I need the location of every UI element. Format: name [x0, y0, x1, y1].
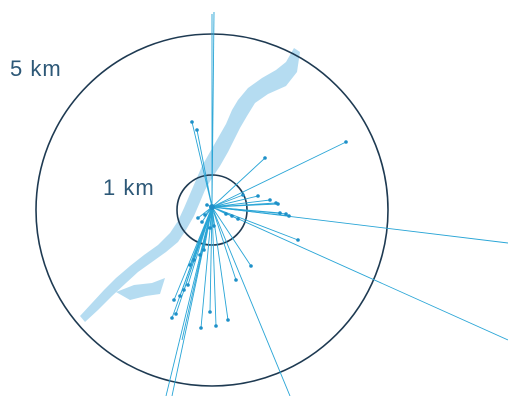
destination-point: [192, 258, 196, 262]
destination-point: [284, 212, 288, 216]
connection-ray: [191, 121, 213, 208]
destination-point: [172, 298, 176, 302]
destination-point: [203, 213, 207, 217]
connection-ray: [211, 206, 291, 396]
destination-point: [200, 220, 204, 224]
connection-ray: [211, 203, 279, 208]
destination-point: [214, 324, 218, 328]
destination-point: [224, 212, 228, 216]
destination-point: [226, 318, 230, 322]
destination-point: [268, 198, 272, 202]
connection-ray: [209, 206, 213, 229]
destination-point: [296, 238, 300, 242]
destination-point: [249, 264, 253, 268]
connection-ray: [165, 206, 213, 396]
destination-point: [190, 120, 194, 124]
connection-ray: [211, 194, 244, 208]
destination-point: [212, 224, 216, 228]
connection-ray: [193, 206, 213, 261]
destination-point: [276, 202, 280, 206]
destination-point: [199, 326, 203, 330]
destination-point: [241, 193, 245, 197]
river-branch: [116, 278, 165, 300]
hub-point: [209, 204, 215, 210]
connection-ray: [211, 141, 347, 208]
connection-ray: [171, 206, 213, 396]
destination-point: [178, 294, 182, 298]
connection-ray: [211, 206, 508, 244]
outer-ring-label: 5 km: [10, 56, 62, 81]
river: [80, 48, 300, 322]
destination-point: [198, 253, 202, 257]
connection-ray: [211, 195, 259, 208]
destination-point: [195, 128, 199, 132]
destination-point: [186, 283, 190, 287]
connection-rays: [165, 11, 508, 396]
connection-ray: [196, 129, 213, 208]
destination-point: [263, 156, 267, 160]
connection-ray: [201, 206, 213, 223]
destination-point: [205, 203, 209, 207]
connection-ray: [211, 157, 266, 208]
connection-ray: [211, 206, 229, 321]
destination-point: [234, 278, 238, 282]
destination-points: [170, 120, 348, 330]
connection-ray: [209, 206, 213, 313]
destination-point: [188, 263, 192, 267]
destination-point: [287, 214, 291, 218]
connection-ray: [211, 206, 237, 281]
destination-point: [208, 310, 212, 314]
connection-ray: [211, 206, 508, 341]
destination-point: [230, 214, 234, 218]
destination-point: [182, 288, 186, 292]
connection-ray: [211, 199, 271, 208]
connection-ray: [211, 206, 215, 227]
destination-point: [170, 316, 174, 320]
destination-point: [208, 226, 212, 230]
inner-ring-label: 1 km: [103, 175, 155, 200]
destination-point: [174, 312, 178, 316]
destination-point: [202, 248, 206, 252]
connection-ray: [211, 206, 252, 267]
destination-point: [236, 217, 240, 221]
destination-point: [278, 211, 282, 215]
destination-point: [344, 140, 348, 144]
destination-point: [256, 194, 260, 198]
destination-point: [196, 216, 200, 220]
